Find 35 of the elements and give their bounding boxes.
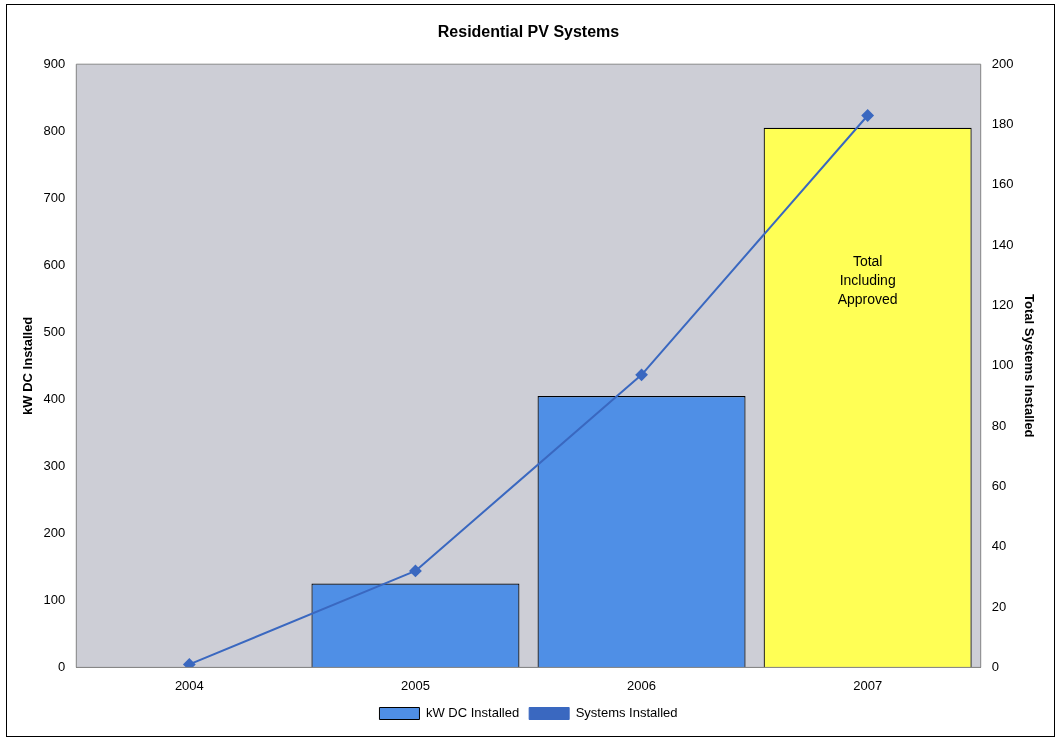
y2-tick-label: 80 (991, 417, 1007, 433)
y2-tick-label: 60 (991, 478, 1007, 494)
y-tick-label: 900 (43, 55, 66, 71)
y2-tick-label: 40 (991, 538, 1007, 554)
y2-tick-label: 180 (991, 116, 1014, 132)
x-tick-label: 2004 (174, 677, 204, 693)
x-tick-label: 2007 (853, 677, 883, 693)
y-tick-label: 800 (43, 122, 66, 138)
legend-label: kW DC Installed (425, 705, 520, 721)
y-tick-label: 200 (43, 524, 66, 540)
y-tick-label: 500 (43, 323, 66, 339)
y2-tick-label: 120 (991, 297, 1014, 313)
chart-title: Residential PV Systems (437, 23, 620, 41)
x-tick-label: 2006 (627, 677, 657, 693)
point (183, 658, 196, 668)
y2-tick-label: 20 (991, 598, 1007, 614)
point (409, 564, 422, 577)
y2-tick-label: 200 (991, 55, 1014, 71)
y-tick-label: 300 (43, 457, 66, 473)
y-axis-title: kW DC Installed (20, 316, 36, 415)
y-tick-label: 100 (43, 591, 66, 607)
legend-label: Systems Installed (575, 705, 678, 721)
y2-tick-label: 160 (991, 176, 1014, 192)
annotation: Total Including Approved (837, 253, 898, 308)
y-tick-label: 0 (58, 658, 66, 674)
point (861, 109, 874, 122)
y2-axis-title: Total Systems Installed (1021, 294, 1037, 438)
y2-tick-label: 0 (991, 658, 999, 674)
y-tick-label: 400 (43, 390, 66, 406)
point (635, 368, 648, 381)
y2-tick-label: 100 (991, 357, 1014, 373)
y2-tick-label: 140 (991, 236, 1014, 252)
x-tick-label: 2005 (400, 677, 430, 693)
y-tick-label: 700 (43, 189, 66, 205)
y-tick-label: 600 (43, 256, 66, 272)
